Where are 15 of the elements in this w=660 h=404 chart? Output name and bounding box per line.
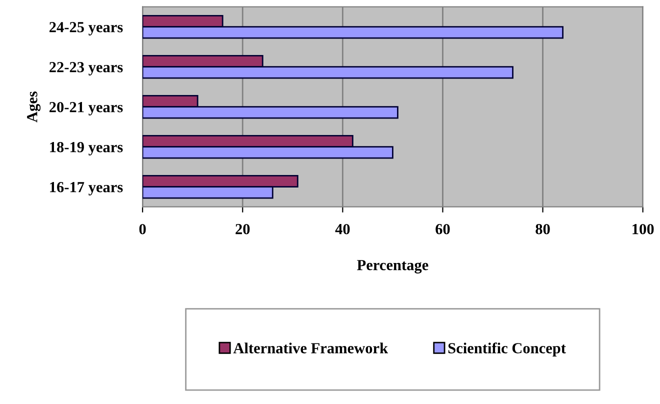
legend-label: Alternative Framework <box>233 342 388 354</box>
x-tick-label: 60 <box>436 224 450 234</box>
y-tick-label: 24-25 years <box>50 22 123 36</box>
y-tick-label: 16-17 years <box>50 182 123 196</box>
x-tick-label: 20 <box>236 224 250 234</box>
y-axis-title: Ages <box>27 92 41 122</box>
y-tick-label: 22-23 years <box>50 62 123 76</box>
y-tick-label: 18-19 years <box>50 142 123 156</box>
y-tick-label: 20-21 years <box>50 102 123 116</box>
x-tick-label: 0 <box>139 224 146 234</box>
x-tick-label: 40 <box>335 224 350 234</box>
x-tick-label: 100 <box>632 224 654 234</box>
x-tick-label: 80 <box>536 224 550 234</box>
legend-label: Scientific Concept <box>448 342 566 356</box>
x-axis-title: Percentage <box>357 260 428 274</box>
